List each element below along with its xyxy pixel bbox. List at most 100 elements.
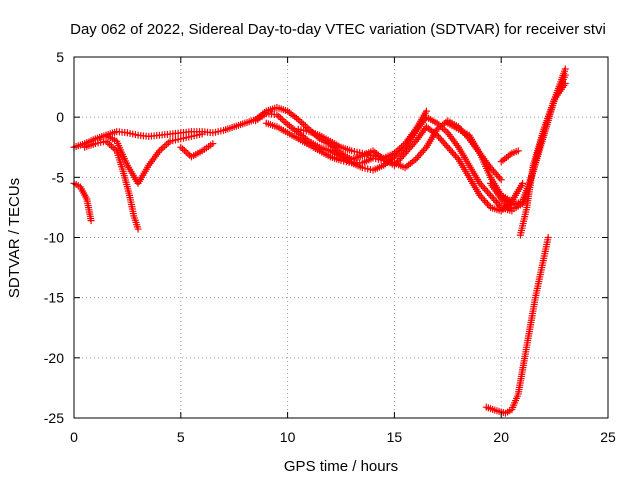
data-point xyxy=(482,186,490,194)
data-point xyxy=(496,174,504,182)
y-tick-label: -15 xyxy=(44,290,64,306)
x-tick-label: 10 xyxy=(280,429,296,445)
data-point xyxy=(487,191,495,199)
data-point xyxy=(488,165,496,173)
grid xyxy=(74,57,608,418)
data-point xyxy=(134,225,142,233)
data-point xyxy=(496,202,504,210)
data-point xyxy=(401,149,409,157)
data-point xyxy=(477,193,485,201)
data-point xyxy=(159,144,167,152)
data-point xyxy=(400,151,408,159)
data-point xyxy=(561,65,569,73)
data-point xyxy=(445,145,453,153)
series-track-4 xyxy=(102,130,206,187)
data-point xyxy=(278,116,286,124)
data-point xyxy=(491,169,499,177)
data-point xyxy=(438,136,446,144)
data-point xyxy=(179,145,187,153)
y-tick-label: 5 xyxy=(56,49,64,65)
data-point xyxy=(485,202,493,210)
data-point xyxy=(497,176,505,184)
data-point xyxy=(410,139,418,147)
data-point xyxy=(480,185,488,193)
data-point xyxy=(514,147,522,155)
data-point xyxy=(544,234,552,241)
data-point xyxy=(298,119,306,127)
data-point xyxy=(507,204,515,212)
data-point xyxy=(444,143,452,151)
y-tick-label: -20 xyxy=(44,350,64,366)
x-tick-label: 25 xyxy=(600,429,616,445)
x-tick-label: 5 xyxy=(177,429,185,445)
data-point xyxy=(177,143,185,151)
data-point xyxy=(182,148,190,156)
data-point xyxy=(415,152,423,160)
data-point xyxy=(451,152,459,160)
data-point xyxy=(441,140,449,148)
data-point xyxy=(439,138,447,146)
series-track-13 xyxy=(497,147,522,166)
axis-ticks: 0 5 10 15 20 25 5 0 -5 -10 -15 -20 -25 xyxy=(44,49,616,445)
data-point xyxy=(476,179,484,187)
data-point xyxy=(494,200,502,208)
data-point xyxy=(485,190,493,198)
data-point xyxy=(107,142,115,150)
data-point xyxy=(504,203,512,211)
series-track-12 xyxy=(516,65,569,239)
series-track-8 xyxy=(294,107,430,162)
chart-title: Day 062 of 2022, Sidereal Day-to-day VTE… xyxy=(70,21,606,38)
data-point xyxy=(480,197,488,205)
data-point xyxy=(413,154,421,162)
data-point xyxy=(493,198,501,206)
data-point xyxy=(418,148,426,156)
data-point xyxy=(493,171,501,179)
data-point xyxy=(442,142,450,150)
data-point xyxy=(453,154,461,162)
y-axis-label: SDTVAR / TECUs xyxy=(6,178,23,298)
data-point xyxy=(419,147,427,155)
series-track-5 xyxy=(177,140,217,161)
x-tick-label: 0 xyxy=(70,429,78,445)
data-point xyxy=(409,141,417,149)
data-point xyxy=(488,193,496,201)
data-point xyxy=(280,117,288,125)
series-track-3 xyxy=(81,137,142,233)
data-point xyxy=(476,191,484,199)
data-point xyxy=(157,145,165,153)
data-point xyxy=(447,147,455,155)
series-track-11 xyxy=(497,79,569,209)
data-point xyxy=(407,142,415,150)
data-point xyxy=(435,133,443,141)
data-point xyxy=(440,126,448,134)
data-point xyxy=(450,150,458,158)
data-point xyxy=(276,114,284,122)
data-point xyxy=(198,130,206,138)
data-point xyxy=(477,181,485,189)
data-point xyxy=(448,148,456,156)
series-track-1 xyxy=(70,179,95,225)
data-marks xyxy=(70,65,569,417)
data-point xyxy=(494,172,502,180)
data-point xyxy=(87,217,95,225)
y-tick-label: 0 xyxy=(56,109,64,125)
data-point xyxy=(483,200,491,208)
data-point xyxy=(412,155,420,163)
data-point xyxy=(561,79,569,87)
data-point xyxy=(479,183,487,191)
data-point xyxy=(209,140,217,148)
series-track-14 xyxy=(482,234,552,417)
data-point xyxy=(163,140,171,148)
x-tick-label: 20 xyxy=(493,429,509,445)
data-point xyxy=(519,179,527,187)
data-point xyxy=(482,198,490,206)
data-point xyxy=(483,188,491,196)
data-point xyxy=(398,153,406,161)
data-point xyxy=(161,142,169,150)
x-axis-label: GPS time / hours xyxy=(284,458,398,475)
y-tick-label: -5 xyxy=(52,169,65,185)
data-point xyxy=(436,135,444,143)
y-tick-label: -10 xyxy=(44,230,64,246)
data-point xyxy=(490,167,498,175)
